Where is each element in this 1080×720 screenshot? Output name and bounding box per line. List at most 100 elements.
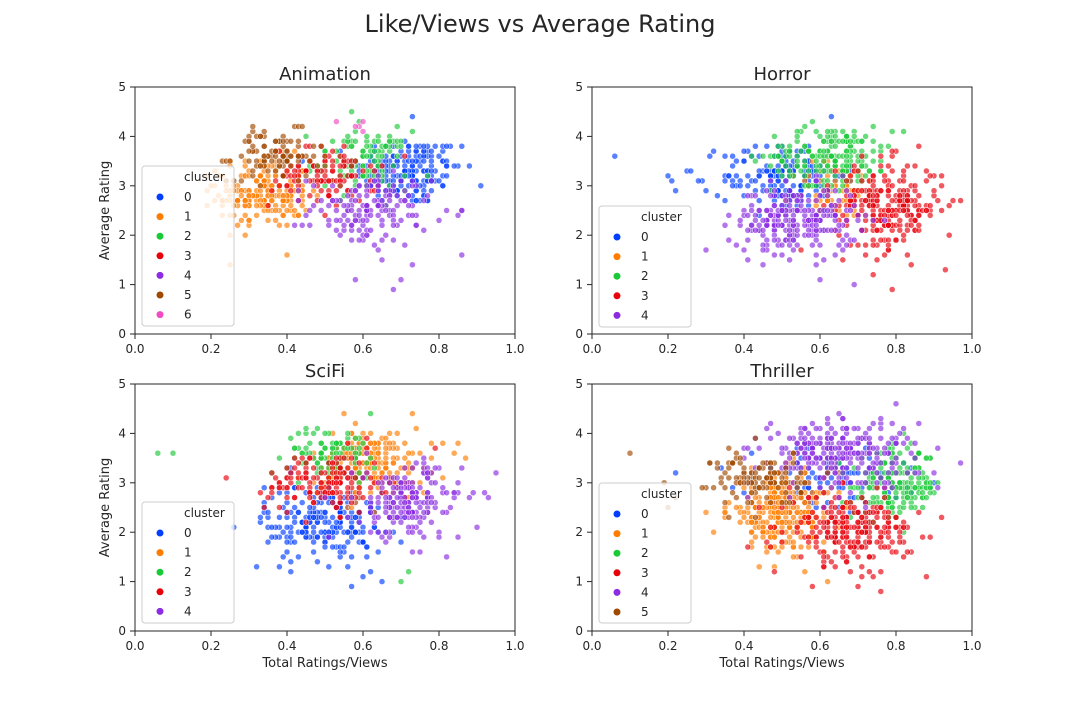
data-point: [812, 236, 820, 244]
data-point: [363, 152, 371, 160]
data-point: [888, 504, 896, 511]
data-point: [393, 430, 401, 437]
data-point: [763, 187, 771, 194]
data-point: [869, 519, 877, 526]
data-point: [355, 227, 363, 234]
data-point: [896, 449, 904, 457]
legend-entry-label: 6: [184, 308, 192, 322]
data-point: [847, 192, 854, 199]
data-point: [778, 207, 786, 214]
data-point: [721, 222, 729, 229]
data-point: [314, 162, 321, 170]
data-point: [900, 553, 907, 561]
data-point: [333, 207, 340, 214]
data-point: [336, 464, 344, 472]
data-point: [843, 187, 850, 194]
data-point: [344, 528, 352, 536]
data-point: [409, 514, 416, 521]
data-point: [854, 519, 862, 526]
data-point: [291, 207, 298, 214]
data-point: [363, 435, 371, 442]
data-point: [336, 231, 344, 239]
data-point: [873, 538, 881, 546]
data-point: [733, 172, 740, 180]
data-point: [812, 197, 820, 204]
data-point: [359, 147, 367, 155]
data-point: [344, 538, 352, 546]
data-point: [450, 489, 458, 496]
data-point: [786, 187, 793, 194]
data-point: [287, 568, 295, 575]
data-point: [907, 261, 915, 269]
data-point: [329, 162, 336, 170]
data-point: [397, 578, 405, 585]
data-point: [378, 236, 386, 244]
data-point: [869, 172, 877, 180]
data-point: [412, 425, 420, 432]
data-point: [744, 227, 752, 234]
data-point: [439, 509, 447, 516]
data-point: [363, 543, 371, 551]
data-point: [340, 454, 348, 462]
data-point: [782, 469, 790, 477]
data-point: [245, 138, 253, 145]
data-point: [862, 479, 869, 487]
data-point: [367, 430, 374, 437]
y-tick-label: 5: [118, 377, 126, 391]
data-point: [877, 533, 885, 541]
data-point: [283, 157, 291, 165]
data-point: [329, 444, 336, 452]
data-point: [279, 172, 287, 180]
data-point: [283, 494, 291, 501]
data-point: [793, 241, 801, 249]
data-point: [428, 147, 435, 155]
data-point: [892, 469, 900, 477]
data-point: [352, 187, 359, 194]
y-tick-label: 3: [118, 179, 126, 193]
data-point: [812, 261, 820, 269]
data-point: [847, 543, 854, 551]
data-point: [881, 524, 888, 531]
data-point: [268, 197, 276, 204]
data-point: [839, 138, 847, 145]
data-point: [774, 548, 782, 556]
data-point: [340, 222, 348, 229]
data-point: [416, 504, 424, 511]
data-point: [310, 514, 317, 521]
data-point: [885, 143, 892, 150]
x-axis-label: Total Ratings/Views: [718, 656, 844, 671]
data-point: [767, 435, 774, 442]
data-point: [276, 563, 283, 571]
data-point: [276, 484, 283, 491]
data-point: [325, 484, 333, 491]
data-point: [272, 207, 279, 214]
legend-marker: [156, 232, 164, 240]
data-point: [710, 528, 717, 536]
data-point: [835, 410, 843, 417]
data-point: [839, 246, 847, 254]
data-point: [926, 533, 934, 541]
data-point: [907, 222, 915, 229]
legend-entry-label: 4: [184, 604, 192, 618]
data-point: [306, 440, 314, 447]
data-point: [431, 479, 439, 487]
data-point: [382, 454, 390, 462]
data-point: [355, 519, 363, 526]
data-point: [245, 157, 253, 165]
data-point: [466, 494, 473, 501]
data-point: [310, 182, 317, 190]
data-point: [945, 231, 953, 239]
data-point: [412, 143, 420, 150]
data-point: [862, 212, 869, 219]
data-point: [869, 182, 877, 190]
data-point: [382, 143, 390, 150]
data-point: [805, 147, 812, 155]
data-point: [816, 464, 824, 472]
data-point: [401, 187, 409, 194]
data-point: [786, 167, 793, 175]
data-point: [260, 152, 268, 160]
data-point: [915, 420, 923, 427]
data-point: [904, 162, 911, 170]
data-point: [340, 410, 348, 417]
data-point: [778, 528, 786, 536]
